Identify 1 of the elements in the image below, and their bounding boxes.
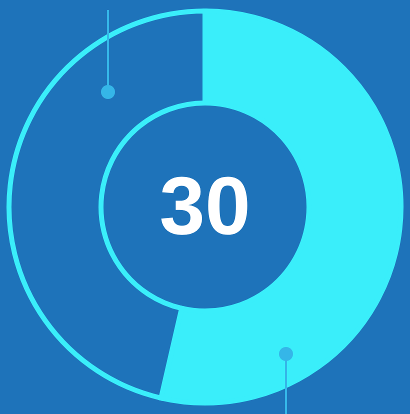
- text: 30: [159, 161, 251, 252]
